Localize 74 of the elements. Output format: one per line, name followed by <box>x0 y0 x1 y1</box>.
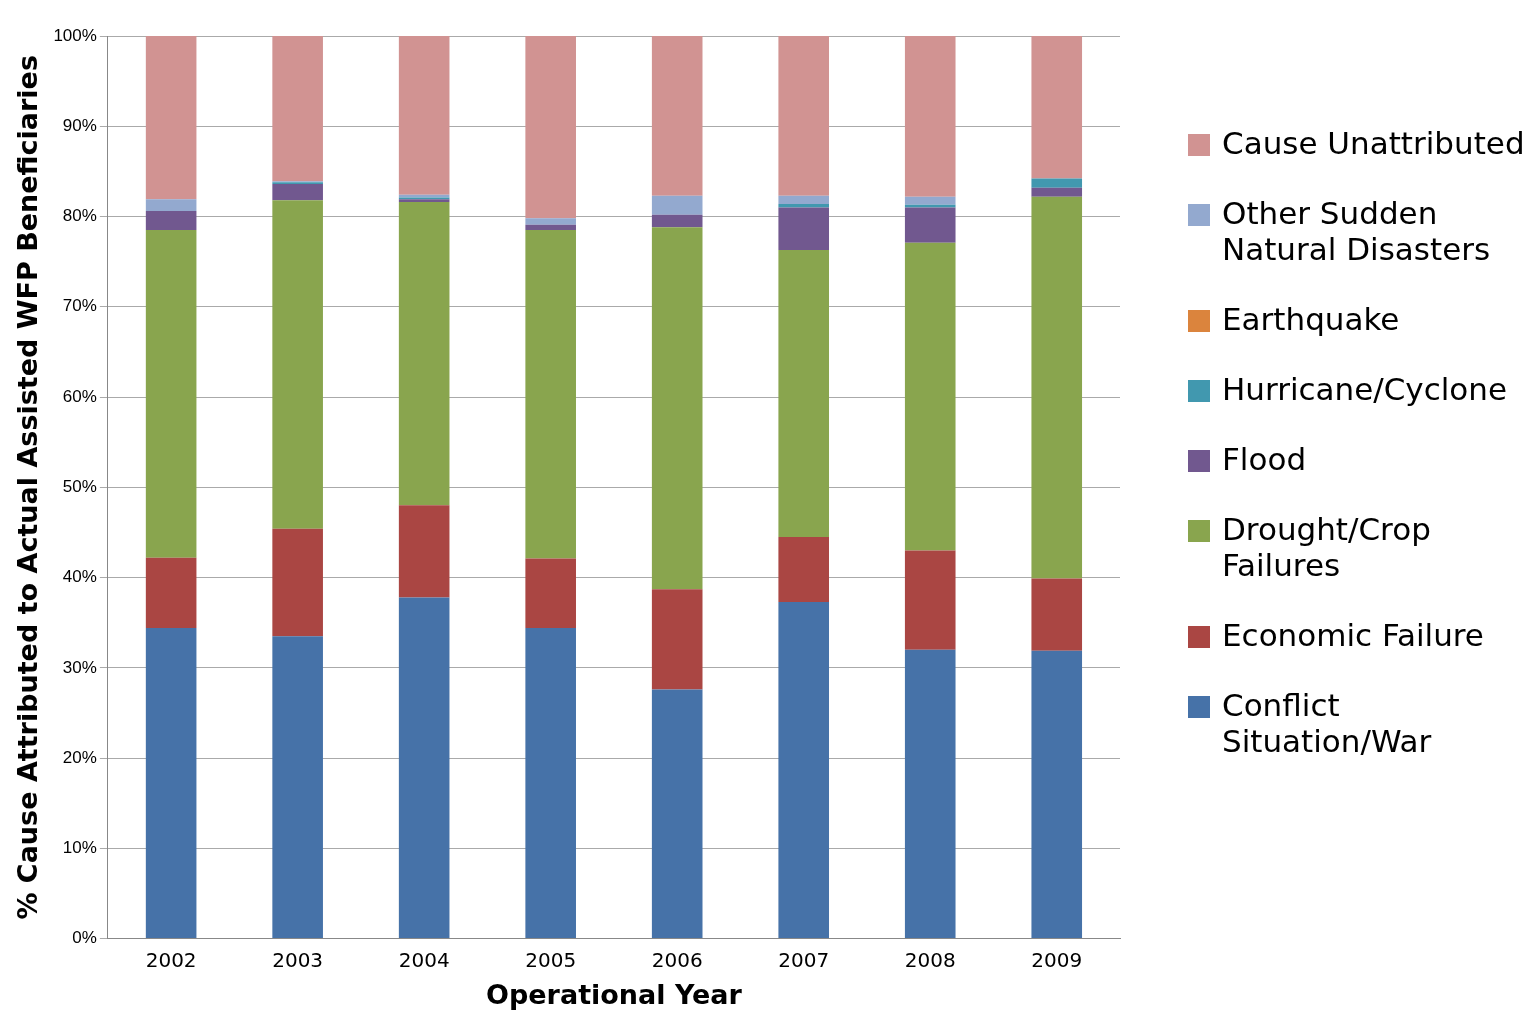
y-tick-label: 20% <box>62 747 97 767</box>
bar <box>145 36 197 200</box>
bar <box>651 195 703 215</box>
bar <box>904 242 956 551</box>
x-tick-label: 2003 <box>272 947 324 972</box>
bar <box>398 36 450 195</box>
bar <box>525 218 576 225</box>
legend-label: Flood <box>1222 441 1307 477</box>
bar <box>1031 578 1083 651</box>
bar <box>145 230 197 558</box>
bar <box>525 558 576 629</box>
y-tick-label: 30% <box>62 657 97 677</box>
legend-label: Cause Unattributed <box>1222 125 1525 161</box>
bar <box>398 202 450 506</box>
bar <box>651 214 703 228</box>
bar <box>145 199 197 212</box>
y-axis-title: % Cause Attributed to Actual Assisted WFP Beneficiaries <box>12 54 44 920</box>
legend-label: Economic Failure <box>1222 617 1484 653</box>
bar <box>1031 650 1083 939</box>
legend-label: Drought/Crop Failures <box>1222 511 1432 583</box>
x-tick-label: 2008 <box>904 947 956 972</box>
bar <box>651 227 703 590</box>
x-tick-label: 2004 <box>398 947 450 972</box>
legend-label: Conflict Situation/War <box>1222 687 1433 759</box>
bar <box>398 505 450 598</box>
bar <box>1031 196 1083 579</box>
bar <box>1031 187 1083 197</box>
bar <box>778 249 830 537</box>
bar <box>525 628 576 939</box>
legend-label: Earthquake <box>1222 301 1400 337</box>
bar <box>272 184 323 201</box>
bar <box>145 211 197 231</box>
bar <box>525 224 576 231</box>
y-tick-label: 40% <box>62 567 97 587</box>
bar <box>778 536 830 602</box>
bar <box>272 36 323 182</box>
bar <box>525 36 576 219</box>
y-tick-label: 10% <box>62 838 97 858</box>
bar <box>525 230 576 559</box>
bar <box>398 597 450 939</box>
bar <box>778 207 830 250</box>
bar <box>272 200 323 529</box>
bar <box>651 589 703 690</box>
bar <box>651 36 703 196</box>
bar <box>904 196 956 205</box>
bar <box>904 649 956 939</box>
y-tick-label: 80% <box>62 206 97 226</box>
x-tick-label: 2002 <box>145 947 197 972</box>
bar <box>145 557 197 629</box>
bar <box>272 636 323 939</box>
bar <box>272 528 323 637</box>
y-tick-label: 100% <box>53 25 97 45</box>
x-tick-label: 2007 <box>778 947 830 972</box>
legend-label: Other Sudden Natural Disasters <box>1222 195 1492 267</box>
x-tick-label: 2005 <box>525 947 577 972</box>
bar <box>778 601 830 939</box>
x-tick-label: 2006 <box>651 947 703 972</box>
x-axis-title: Operational Year <box>486 978 743 1010</box>
bar <box>778 36 830 196</box>
x-tick-label: 2009 <box>1031 947 1083 972</box>
bar <box>904 36 956 197</box>
y-tick-label: 0% <box>72 928 97 948</box>
y-tick-label: 50% <box>62 476 97 496</box>
bar <box>145 628 197 939</box>
y-tick-label: 70% <box>62 296 97 316</box>
bar <box>1031 36 1083 179</box>
bar <box>778 195 830 204</box>
bar <box>1031 178 1083 188</box>
bar <box>904 550 956 650</box>
y-tick-label: 60% <box>62 386 97 406</box>
y-tick-label: 90% <box>62 115 97 135</box>
legend-label: Hurricane/Cyclone <box>1222 371 1508 407</box>
bar <box>651 689 703 939</box>
bar <box>904 207 956 243</box>
